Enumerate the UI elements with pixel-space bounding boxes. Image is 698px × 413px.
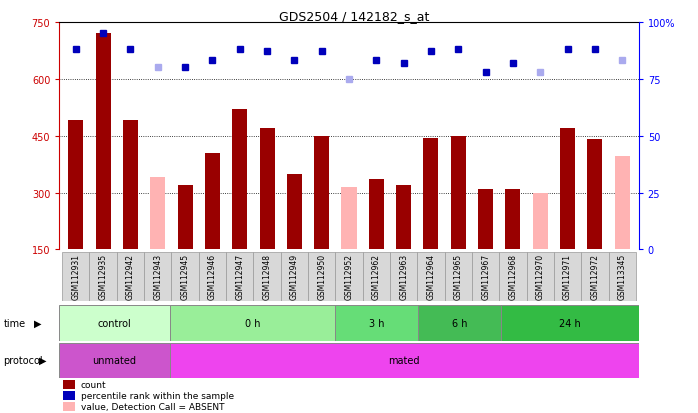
Text: percentile rank within the sample: percentile rank within the sample: [81, 391, 234, 400]
Text: 3 h: 3 h: [369, 318, 385, 328]
Bar: [281, 252, 308, 301]
Bar: [177, 185, 193, 250]
Bar: [123, 121, 138, 250]
Text: time: time: [3, 318, 26, 328]
Text: GSM113345: GSM113345: [618, 254, 627, 299]
Bar: [144, 252, 172, 301]
Text: GSM112947: GSM112947: [235, 254, 244, 299]
Text: GSM112931: GSM112931: [71, 254, 80, 299]
Text: GSM112967: GSM112967: [481, 254, 490, 299]
Bar: [445, 252, 472, 301]
Bar: [417, 252, 445, 301]
Bar: [609, 252, 636, 301]
Bar: [369, 180, 384, 250]
Bar: [418, 306, 500, 341]
Bar: [117, 252, 144, 301]
Text: 24 h: 24 h: [559, 318, 581, 328]
Bar: [526, 252, 554, 301]
Text: 6 h: 6 h: [452, 318, 467, 328]
Text: GSM112972: GSM112972: [591, 254, 600, 299]
Bar: [478, 189, 493, 250]
Bar: [505, 189, 521, 250]
Bar: [226, 252, 253, 301]
Bar: [170, 306, 335, 341]
Bar: [560, 129, 575, 250]
Bar: [308, 252, 335, 301]
Bar: [533, 193, 548, 250]
Bar: [554, 252, 581, 301]
Text: unmated: unmated: [93, 355, 137, 366]
Text: GSM112968: GSM112968: [508, 254, 517, 299]
Text: GSM112971: GSM112971: [563, 254, 572, 299]
Bar: [170, 343, 639, 378]
Text: 0 h: 0 h: [245, 318, 260, 328]
Bar: [499, 252, 526, 301]
Bar: [363, 252, 390, 301]
Bar: [96, 34, 110, 250]
Bar: [451, 136, 466, 250]
Bar: [588, 140, 602, 250]
Bar: [199, 252, 226, 301]
Bar: [150, 178, 165, 250]
Bar: [232, 110, 247, 250]
Bar: [335, 252, 363, 301]
Bar: [396, 185, 411, 250]
Text: GSM112945: GSM112945: [181, 254, 190, 299]
Bar: [341, 188, 357, 250]
Text: control: control: [98, 318, 131, 328]
Text: GSM112965: GSM112965: [454, 254, 463, 299]
Bar: [68, 121, 83, 250]
Text: GSM112935: GSM112935: [98, 254, 107, 299]
Text: GSM112946: GSM112946: [208, 254, 217, 299]
Text: GSM112949: GSM112949: [290, 254, 299, 299]
Bar: [424, 138, 438, 250]
Bar: [260, 129, 274, 250]
Text: mated: mated: [388, 355, 420, 366]
Bar: [390, 252, 417, 301]
Text: GSM112948: GSM112948: [262, 254, 272, 299]
Bar: [62, 252, 89, 301]
Text: protocol: protocol: [3, 355, 43, 366]
Bar: [314, 136, 329, 250]
Text: GSM112952: GSM112952: [345, 254, 353, 299]
Bar: [59, 306, 170, 341]
Bar: [581, 252, 609, 301]
Text: ▶: ▶: [34, 318, 41, 328]
Text: GSM112943: GSM112943: [153, 254, 162, 299]
Bar: [253, 252, 281, 301]
Text: GSM112963: GSM112963: [399, 254, 408, 299]
Bar: [59, 343, 170, 378]
Bar: [472, 252, 499, 301]
Text: GSM112970: GSM112970: [536, 254, 545, 299]
Bar: [89, 252, 117, 301]
Text: GSM112950: GSM112950: [317, 254, 326, 299]
Text: count: count: [81, 380, 107, 389]
Bar: [172, 252, 199, 301]
Bar: [335, 306, 418, 341]
Text: value, Detection Call = ABSENT: value, Detection Call = ABSENT: [81, 402, 225, 411]
Bar: [205, 153, 220, 250]
Bar: [615, 157, 630, 250]
Text: GDS2504 / 142182_s_at: GDS2504 / 142182_s_at: [279, 10, 429, 23]
Text: GSM112964: GSM112964: [426, 254, 436, 299]
Bar: [287, 174, 302, 250]
Text: GSM112962: GSM112962: [372, 254, 381, 299]
Text: GSM112942: GSM112942: [126, 254, 135, 299]
Bar: [500, 306, 639, 341]
Text: ▶: ▶: [39, 355, 47, 366]
